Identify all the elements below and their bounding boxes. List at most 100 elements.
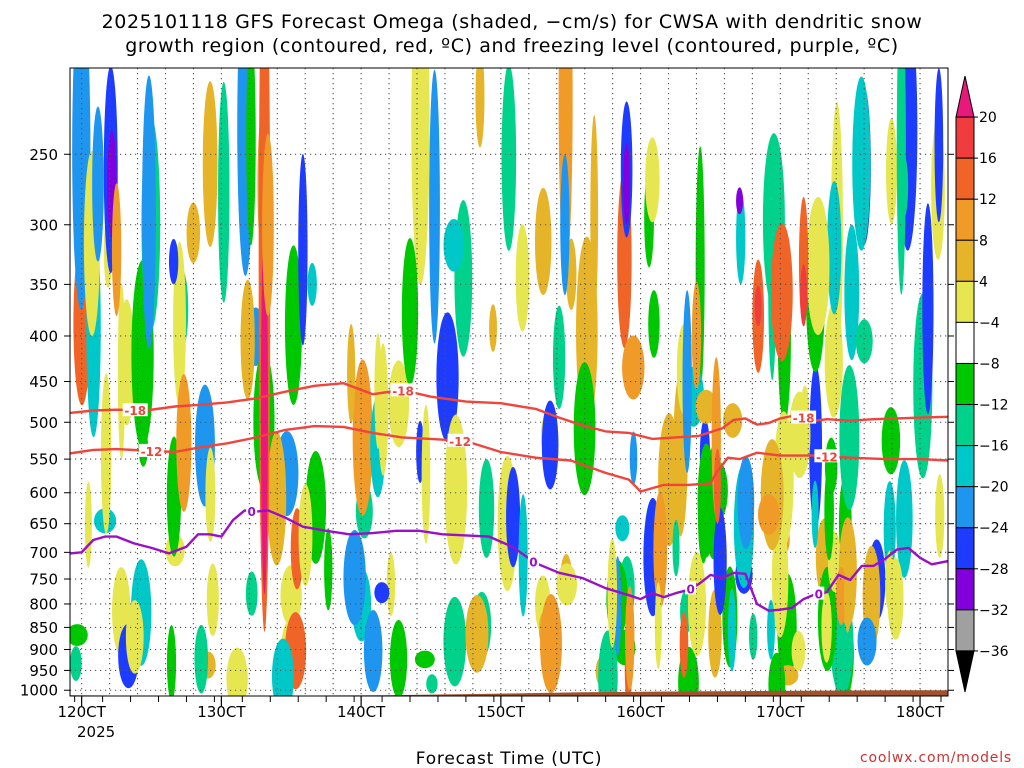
omega-blob	[386, 552, 396, 617]
x-tick-label: 150CT	[477, 703, 526, 721]
omega-blob	[125, 600, 144, 674]
omega-blob	[246, 68, 256, 246]
omega-blob	[800, 264, 808, 327]
omega-blob	[824, 461, 834, 561]
omega-blob	[70, 624, 88, 646]
x-tick-label: 140CT	[337, 703, 386, 721]
omega-blob	[271, 638, 294, 696]
omega-blob	[100, 373, 112, 535]
colorbar-label: 20	[979, 110, 997, 126]
omega-blob	[552, 305, 566, 410]
omega-blob	[534, 187, 552, 296]
contour-label-bg	[122, 403, 148, 417]
omega-blob	[922, 203, 934, 415]
contour--12-line	[70, 424, 948, 493]
y-tick-label: 750	[29, 571, 58, 589]
omega-blob	[260, 218, 268, 595]
y-axis: 250 300 350 400 450 500 550 600 650 700 750 800 850 9…	[20, 146, 954, 700]
omega-blob	[697, 443, 716, 558]
omega-blob	[205, 447, 216, 542]
omega-blob	[645, 137, 660, 223]
colorbar-swatch	[955, 527, 975, 570]
y-tick-label: 950	[29, 662, 58, 680]
omega-blob	[284, 245, 303, 406]
contour-label: 0	[815, 588, 823, 602]
omega-blob	[363, 609, 383, 693]
omega-blob	[767, 599, 775, 660]
y-tick-label: 450	[29, 373, 58, 391]
omega-blob	[896, 460, 913, 578]
omega-blob	[506, 466, 521, 568]
x-tick-label: 170CT	[756, 703, 805, 721]
omega-blob	[625, 586, 635, 691]
omega-blob	[194, 624, 209, 694]
omega-blob	[754, 285, 762, 327]
y-tick-label: 800	[29, 595, 58, 613]
credit-label: coolwx.com/models	[860, 750, 1012, 766]
omega-blob	[695, 389, 717, 424]
contour-label: -18	[124, 404, 146, 418]
omega-blob	[92, 106, 104, 262]
omega-blob	[142, 75, 156, 349]
contour-label-bg	[246, 504, 258, 518]
contour-label-bg	[685, 581, 697, 595]
y-tick-label: 650	[29, 515, 58, 533]
colorbar-label: −32	[979, 603, 1009, 619]
colorbar-swatch	[955, 568, 975, 611]
x-axis-year: 2025	[77, 723, 115, 741]
colorbar-swatch	[955, 116, 975, 159]
omega-blob	[352, 359, 373, 516]
contour-label: -12	[141, 445, 163, 459]
omega-blob	[886, 118, 898, 224]
omega-blob	[206, 563, 219, 637]
colorbar-label: −4	[979, 315, 1000, 331]
omega-blob	[598, 630, 618, 696]
contour-lines: -18 -18 -18 -12 -12 -12 0 0 0 0	[70, 382, 948, 612]
omega-blob	[70, 646, 82, 681]
omega-blob	[298, 483, 313, 587]
colorbar-label: −20	[979, 480, 1009, 496]
colorbar-swatch	[955, 445, 975, 488]
y-tick-label: 900	[29, 641, 58, 659]
x-tick-label: 160CT	[616, 703, 665, 721]
omega-blob	[672, 519, 680, 577]
omega-blob	[623, 143, 631, 225]
contour--18-line	[70, 382, 948, 441]
omega-blob	[881, 407, 901, 475]
omega-blob	[515, 224, 530, 332]
colorbar-label: 16	[979, 151, 997, 167]
omega-blob	[713, 507, 727, 615]
omega-blob	[691, 281, 702, 391]
omega-blob	[298, 153, 308, 346]
omega-blob	[736, 187, 744, 215]
colorbar-swatch	[955, 198, 975, 241]
omega-blob	[478, 458, 495, 558]
colorbar-swatch	[955, 609, 975, 652]
omega-blob	[749, 613, 758, 660]
omega-blob	[844, 559, 852, 633]
y-tick-label: 550	[29, 451, 58, 469]
contour-label-bg	[791, 410, 817, 424]
omega-blob	[791, 630, 806, 671]
omega-blob	[226, 647, 248, 696]
omega-blob	[444, 414, 468, 565]
colorbar-label: 8	[979, 233, 988, 249]
colorbar-swatch	[955, 280, 975, 323]
y-tick-label: 250	[29, 146, 58, 164]
colorbar-label: −36	[979, 644, 1009, 660]
contour-label-bg	[447, 433, 473, 447]
omega-blob	[84, 481, 92, 568]
omega-blob	[240, 279, 255, 400]
omega-blob	[111, 183, 122, 317]
omega-blob	[809, 364, 823, 530]
colorbar-swatch	[955, 486, 975, 529]
omega-blob	[835, 566, 847, 625]
omega-blob	[411, 68, 430, 285]
colorbar-label: 4	[979, 274, 988, 290]
colorbar-swatch	[955, 362, 975, 406]
colorbar-swatch	[955, 157, 975, 200]
contour-label: 0	[686, 582, 694, 596]
omega-blob	[168, 238, 179, 285]
omega-blob	[758, 494, 780, 535]
x-tick-label: 130CT	[197, 703, 246, 721]
